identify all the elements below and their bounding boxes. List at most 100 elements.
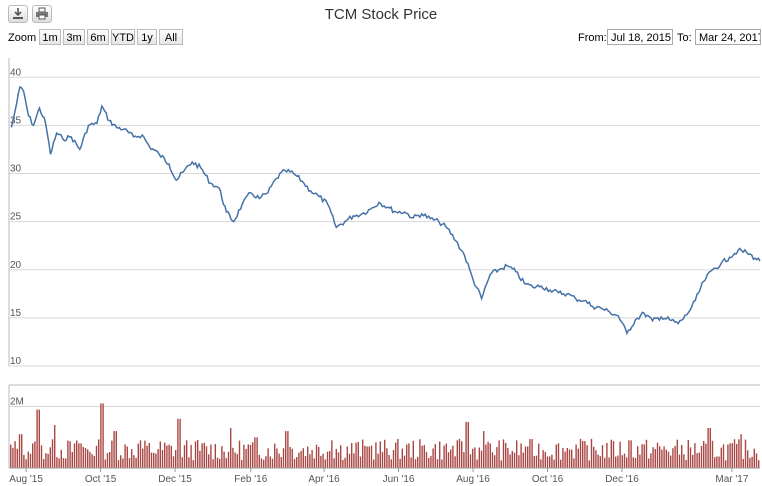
volume-bar [197, 440, 199, 468]
zoom-label: Zoom [8, 32, 37, 44]
volume-bar [588, 460, 590, 468]
volume-bar [144, 440, 146, 468]
volume-bar [216, 457, 219, 468]
zoom-1y-button[interactable]: 1y [137, 29, 157, 45]
volume-bar [432, 448, 434, 468]
volume-bar [366, 446, 368, 468]
volume-bar [375, 442, 377, 468]
volume-bar [476, 459, 478, 468]
download-icon [13, 8, 23, 19]
volume-bar [260, 458, 263, 468]
volume-bar [122, 458, 124, 468]
volume-bar [637, 446, 639, 468]
volume-bar [720, 447, 722, 468]
volume-bar [502, 439, 505, 468]
volume-bar [428, 458, 430, 468]
volume-bar [384, 439, 386, 468]
volume-bar [650, 453, 652, 468]
volume-bar [153, 452, 155, 468]
zoom-3m-button[interactable]: 3m [63, 29, 85, 45]
volume-bar [485, 444, 487, 468]
volume-bar [520, 443, 522, 468]
zoom-6m-button[interactable]: 6m [87, 29, 109, 45]
x-tick-label: Oct '16 [532, 474, 564, 485]
volume-bar [271, 458, 274, 468]
volume-bar [571, 449, 573, 468]
volume-bar [293, 458, 296, 468]
volume-bar [505, 442, 507, 468]
volume-bar [584, 441, 586, 468]
x-tick-label: Dec '15 [158, 474, 192, 485]
volume-bar [274, 443, 276, 468]
volume-bar [575, 444, 577, 468]
volume-bar [388, 455, 390, 468]
volume-bar [452, 445, 454, 468]
volume-bar [146, 445, 148, 468]
volume-bar [645, 439, 648, 468]
volume-bar [188, 457, 190, 468]
volume-bar [230, 428, 232, 468]
volume-bar [652, 447, 654, 468]
volume-bar [62, 458, 65, 468]
volume-bar [670, 455, 672, 468]
from-date-input[interactable]: Jul 18, 2015 [607, 29, 673, 45]
volume-bar [21, 434, 23, 468]
zoom-all-button[interactable]: All [159, 29, 183, 45]
to-date-input[interactable]: Mar 24, 2017 [695, 29, 761, 45]
volume-bar [186, 440, 188, 468]
volume-bar [285, 431, 287, 468]
volume-bar [51, 439, 54, 468]
y-tick-label-30: 30 [10, 164, 22, 175]
volume-bar [320, 455, 322, 468]
volume-bar [496, 447, 498, 468]
volume-bar [95, 445, 98, 468]
volume-bar [150, 452, 153, 468]
volume-tick-label: 2M [10, 397, 24, 408]
volume-bar [727, 444, 729, 468]
volume-bar [329, 451, 331, 468]
volume-bar [401, 448, 403, 468]
volume-bar [267, 448, 269, 468]
zoom-1m-button[interactable]: 1m [39, 29, 61, 45]
volume-bar [489, 443, 491, 468]
volume-bar [467, 421, 469, 468]
volume-bar [687, 439, 689, 468]
volume-bar [164, 442, 166, 468]
volume-bar [60, 449, 62, 468]
volume-bar [744, 439, 747, 468]
volume-bar [236, 454, 238, 468]
volume-bar [755, 453, 758, 468]
volume-bar [128, 458, 131, 468]
volume-bar [194, 441, 197, 468]
print-icon [36, 7, 48, 20]
volume-bar [241, 460, 243, 468]
volume-bar [307, 446, 309, 468]
volume-bar [551, 454, 553, 468]
volume-bar [661, 449, 663, 468]
volume-bar [707, 428, 709, 468]
volume-bar [758, 460, 760, 468]
volume-bar [43, 459, 45, 468]
x-tick-label: Aug '15 [9, 474, 43, 485]
zoom-ytd-button[interactable]: YTD [111, 29, 135, 45]
volume-bar [678, 454, 681, 468]
x-tick-label: Mar '17 [715, 474, 748, 485]
print-button[interactable] [32, 5, 52, 23]
volume-bar [692, 455, 694, 468]
volume-bar [410, 457, 412, 468]
volume-bar [38, 409, 40, 468]
volume-bar [280, 457, 282, 468]
volume-bar [234, 452, 236, 468]
volume-bar [612, 441, 615, 468]
download-button[interactable] [8, 5, 28, 23]
volume-bar [190, 444, 192, 468]
volume-bar [648, 458, 650, 468]
x-tick-label: Jun '16 [383, 474, 415, 485]
volume-bar [258, 454, 260, 468]
volume-bar [212, 459, 214, 468]
volume-bar [82, 447, 84, 468]
volume-bar [535, 455, 538, 468]
volume-bar [423, 445, 425, 468]
volume-bar [450, 449, 452, 468]
volume-bar [353, 453, 355, 468]
